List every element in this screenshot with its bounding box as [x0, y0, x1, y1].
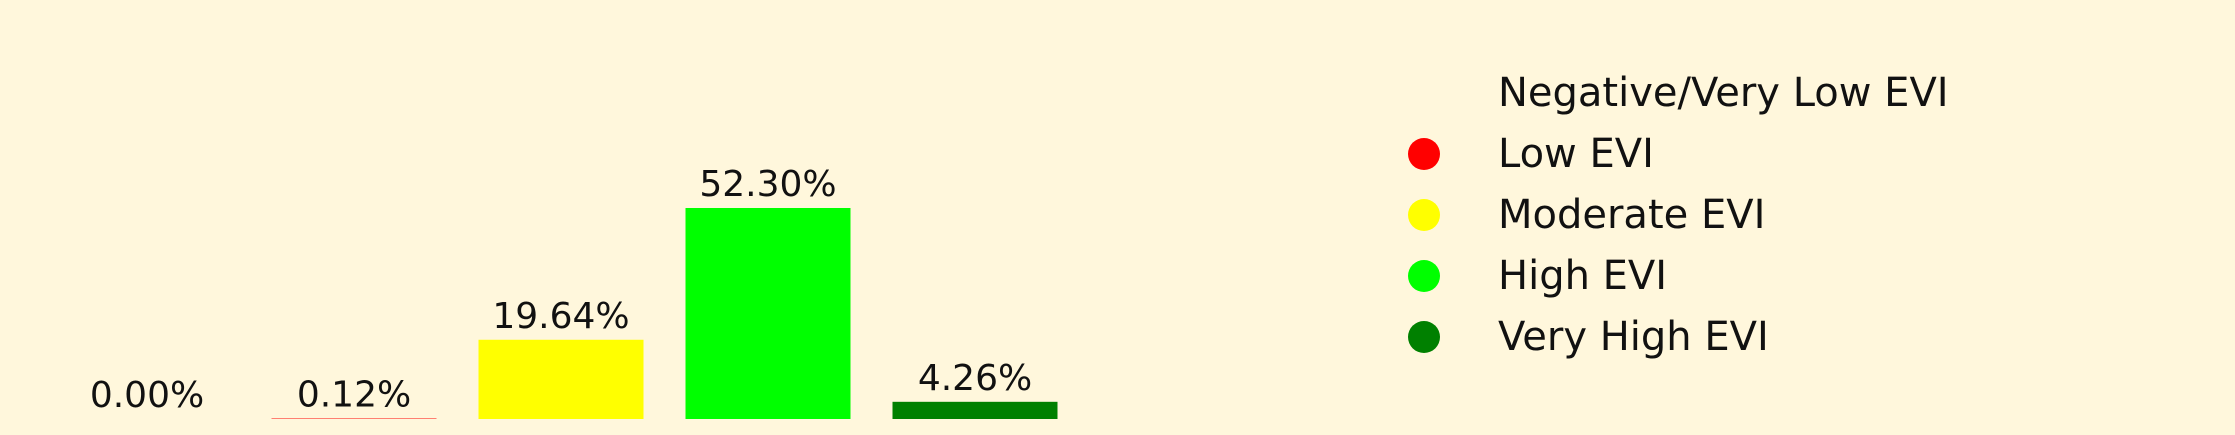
legend-label: Low EVI: [1498, 130, 1654, 177]
data-label-negative-very-low: 0.00%: [90, 375, 204, 416]
legend-swatch-high: [1408, 259, 1440, 292]
legend-swatch-low: [1408, 137, 1440, 170]
bar-moderate: [478, 339, 644, 419]
legend-swatch-negative-very-low: [1408, 76, 1440, 109]
legend-swatch-moderate: [1408, 198, 1440, 231]
bar-chart: 0.00% 0.12% 19.64% 52.30% 4.26%: [90, 164, 1058, 419]
bar-high: [685, 208, 851, 419]
legend-swatch-very-high: [1408, 320, 1440, 353]
data-label-moderate: 19.64%: [492, 296, 629, 337]
legend-label: Very High EVI: [1498, 313, 1769, 360]
data-label-low: 0.12%: [297, 375, 411, 416]
legend-label: High EVI: [1498, 252, 1668, 299]
data-label-high: 52.30%: [699, 164, 836, 205]
legend-label: Negative/Very Low EVI: [1498, 69, 1949, 116]
bar-very-high: [892, 401, 1058, 419]
legend-label: Moderate EVI: [1498, 191, 1766, 238]
data-label-very-high: 4.26%: [918, 358, 1032, 399]
